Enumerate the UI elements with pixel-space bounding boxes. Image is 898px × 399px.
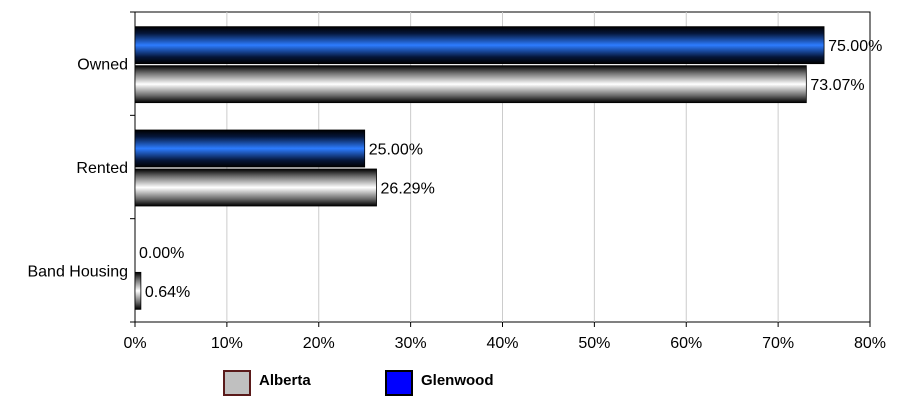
axes <box>130 11 871 327</box>
x-tick-label: 40% <box>486 335 518 352</box>
data-label-alberta: 26.29% <box>381 181 435 198</box>
x-tick-label: 20% <box>303 335 335 352</box>
bar-glenwood <box>134 26 825 65</box>
legend-swatch-glenwood <box>385 370 413 396</box>
category-label: Owned <box>77 57 128 74</box>
legend-swatch-alberta <box>223 370 251 396</box>
x-tick-label: 50% <box>578 335 610 352</box>
labels: 0% 10% 20% 30% 40% 50% 60% 70% 80% Owned 75.00% 73.… <box>27 38 886 352</box>
data-label-glenwood: 75.00% <box>828 38 882 55</box>
bar-glenwood <box>134 129 366 168</box>
data-label-alberta: 0.64% <box>145 284 190 301</box>
category-label: Band Housing <box>27 263 128 280</box>
category-label: Rented <box>76 160 128 177</box>
x-tick-label: 80% <box>854 335 886 352</box>
legend-label-alberta: Alberta <box>259 372 311 389</box>
x-tick-label: 10% <box>211 335 243 352</box>
x-tick-label: 0% <box>123 335 146 352</box>
data-label-glenwood: 0.00% <box>139 245 184 262</box>
x-tick-label: 70% <box>762 335 794 352</box>
data-label-glenwood: 25.00% <box>369 142 423 159</box>
bars <box>134 26 825 310</box>
data-label-alberta: 73.07% <box>810 77 864 94</box>
bar-alberta <box>134 168 377 207</box>
legend-label-glenwood: Glenwood <box>421 372 494 389</box>
x-tick-label: 30% <box>395 335 427 352</box>
bar-alberta <box>134 271 142 310</box>
bar-chart: 0% 10% 20% 30% 40% 50% 60% 70% 80% Owned 75.00% 73.… <box>27 11 886 352</box>
bar-alberta <box>134 65 807 104</box>
x-tick-label: 60% <box>670 335 702 352</box>
